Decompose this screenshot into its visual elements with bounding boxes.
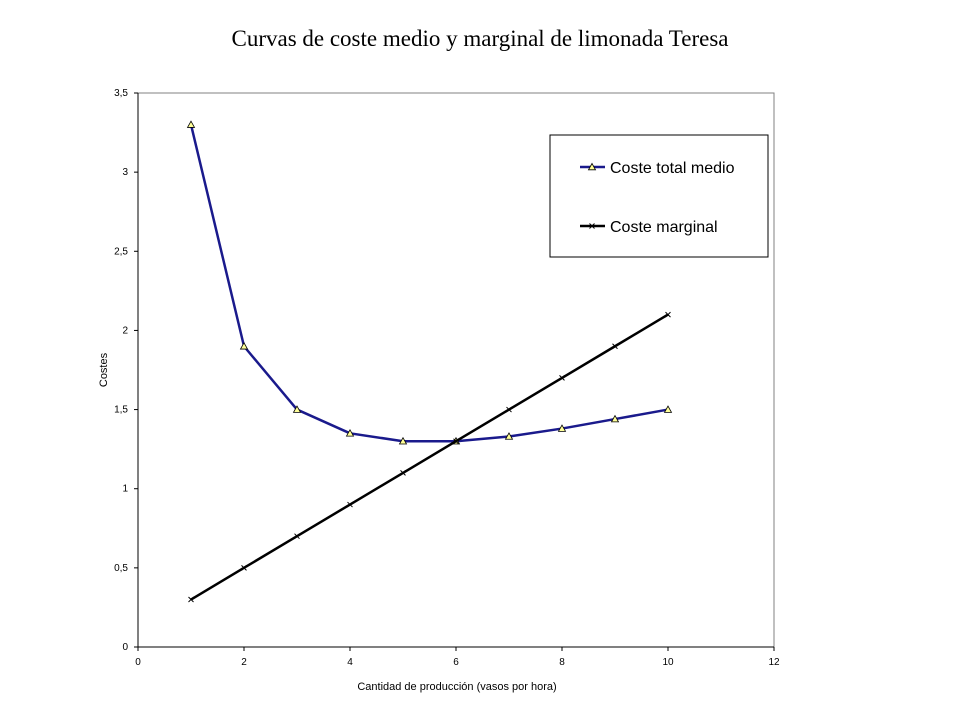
legend-marker	[587, 162, 597, 171]
legend-marker	[589, 223, 595, 229]
x-tick-label: 10	[662, 657, 674, 668]
data-point	[453, 438, 459, 445]
series-line-0	[189, 124, 669, 443]
data-point	[188, 596, 194, 603]
x-tick-label: 8	[559, 657, 565, 668]
data-point	[241, 565, 247, 571]
data-point	[610, 414, 620, 423]
data-point	[345, 428, 355, 437]
legend-box	[549, 134, 769, 258]
x-tick-label: 12	[768, 657, 780, 668]
x-tick-label: 6	[453, 657, 459, 668]
data-point	[239, 341, 249, 350]
y-tick-label: 2	[122, 325, 128, 336]
data-point	[559, 375, 565, 381]
y-tick-label: 3,5	[114, 88, 128, 99]
y-tick-label: 0	[122, 642, 128, 653]
y-tick-label: 1,5	[114, 405, 128, 416]
chart-title: Curvas de coste medio y marginal de limo…	[231, 26, 728, 51]
x-axis-label: Cantidad de producción (vasos por hora)	[357, 681, 556, 693]
y-tick-label: 2,5	[114, 246, 128, 257]
y-axis-label: Costes	[98, 352, 110, 387]
data-point	[292, 405, 302, 413]
series-line-1	[190, 313, 669, 601]
legend-label: Coste total medio	[610, 160, 735, 177]
data-point	[398, 436, 408, 445]
x-tick-label: 0	[135, 657, 141, 668]
plot-area: 0 2 4 6 8 10 12 0 0,5 1 1,5 2 2,5 3 3,5	[114, 88, 780, 668]
data-point	[612, 343, 618, 350]
y-tick-label: 3	[122, 167, 128, 178]
data-point	[506, 406, 512, 413]
x-tick-label: 2	[241, 657, 247, 668]
data-point	[504, 432, 514, 440]
y-tick-label: 1	[122, 484, 128, 495]
y-tick-label: 0,5	[114, 563, 128, 574]
legend-label: Coste marginal	[610, 219, 718, 236]
data-point	[663, 405, 673, 413]
data-point	[400, 470, 406, 476]
data-point	[557, 424, 567, 432]
data-point	[665, 311, 671, 318]
legend: Coste total medio Coste marginal	[549, 134, 769, 258]
data-point	[347, 501, 353, 508]
data-point	[186, 120, 196, 128]
x-tick-label: 4	[347, 657, 353, 668]
data-point	[294, 533, 300, 540]
